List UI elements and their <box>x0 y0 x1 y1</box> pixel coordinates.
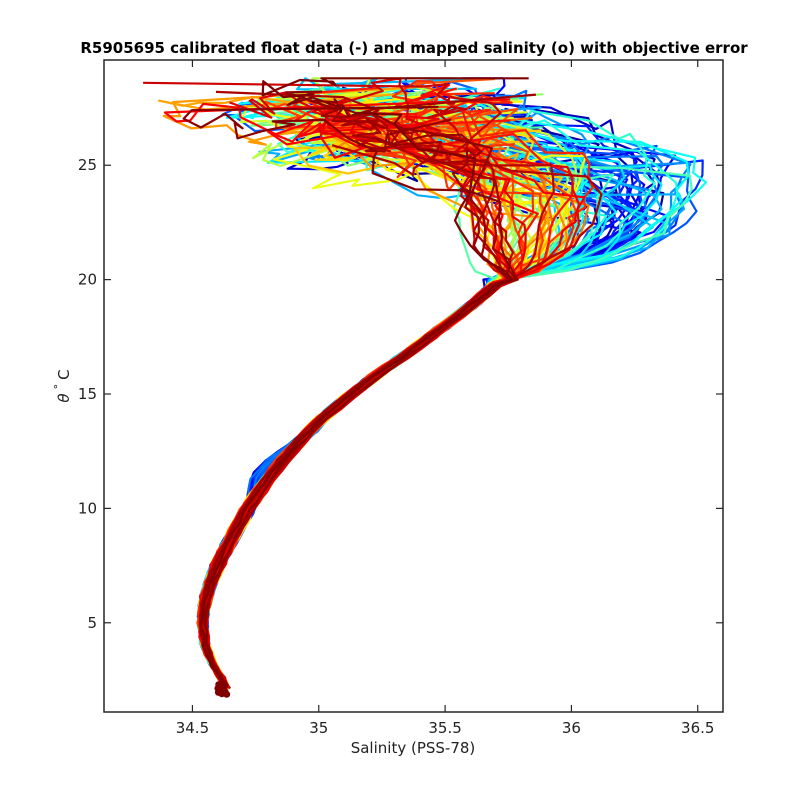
profile-line <box>203 113 522 690</box>
profile-line <box>201 113 509 689</box>
y-tick-label: 15 <box>78 385 97 403</box>
profile-lines <box>143 77 708 698</box>
deep-point <box>214 684 222 692</box>
y-tick-label: 20 <box>78 271 97 289</box>
profile-line <box>199 77 529 688</box>
x-tick-label: 35 <box>309 719 328 737</box>
profile-line <box>198 106 590 689</box>
profile-line <box>204 96 669 685</box>
plot-area-frame <box>103 59 724 713</box>
profile-line <box>198 138 508 687</box>
profile-line <box>197 126 585 685</box>
profile-line <box>199 118 510 687</box>
profile-line <box>201 149 652 689</box>
x-tick-label: 36.5 <box>681 719 714 737</box>
y-axis-label-degree: ° <box>52 384 65 390</box>
profile-line <box>204 126 693 685</box>
profile-line <box>204 96 655 687</box>
y-tick-label: 5 <box>87 614 97 632</box>
x-axis: 34.5 35 35.5 36 36.5 <box>176 60 714 737</box>
y-axis-label-theta: θ <box>55 393 73 402</box>
profile-line <box>199 119 547 690</box>
y-axis: 5 10 15 20 25 <box>78 156 723 632</box>
deep-point <box>221 682 229 690</box>
profile-line <box>201 110 582 689</box>
y-axis-label-unit: C <box>55 369 73 379</box>
x-tick-label: 34.5 <box>176 719 209 737</box>
x-tick-label: 35.5 <box>428 719 461 737</box>
y-tick-label: 10 <box>78 499 97 517</box>
y-tick-label: 25 <box>78 156 97 174</box>
x-axis-label: Salinity (PSS-78) <box>351 739 476 757</box>
profile-line <box>182 105 519 686</box>
deep-point <box>223 690 231 698</box>
profile-line <box>205 93 536 685</box>
x-tick-label: 36 <box>562 719 581 737</box>
y-axis-label: θ ° C <box>52 369 73 402</box>
chart-title: R5905695 calibrated float data (-) and m… <box>80 39 748 57</box>
